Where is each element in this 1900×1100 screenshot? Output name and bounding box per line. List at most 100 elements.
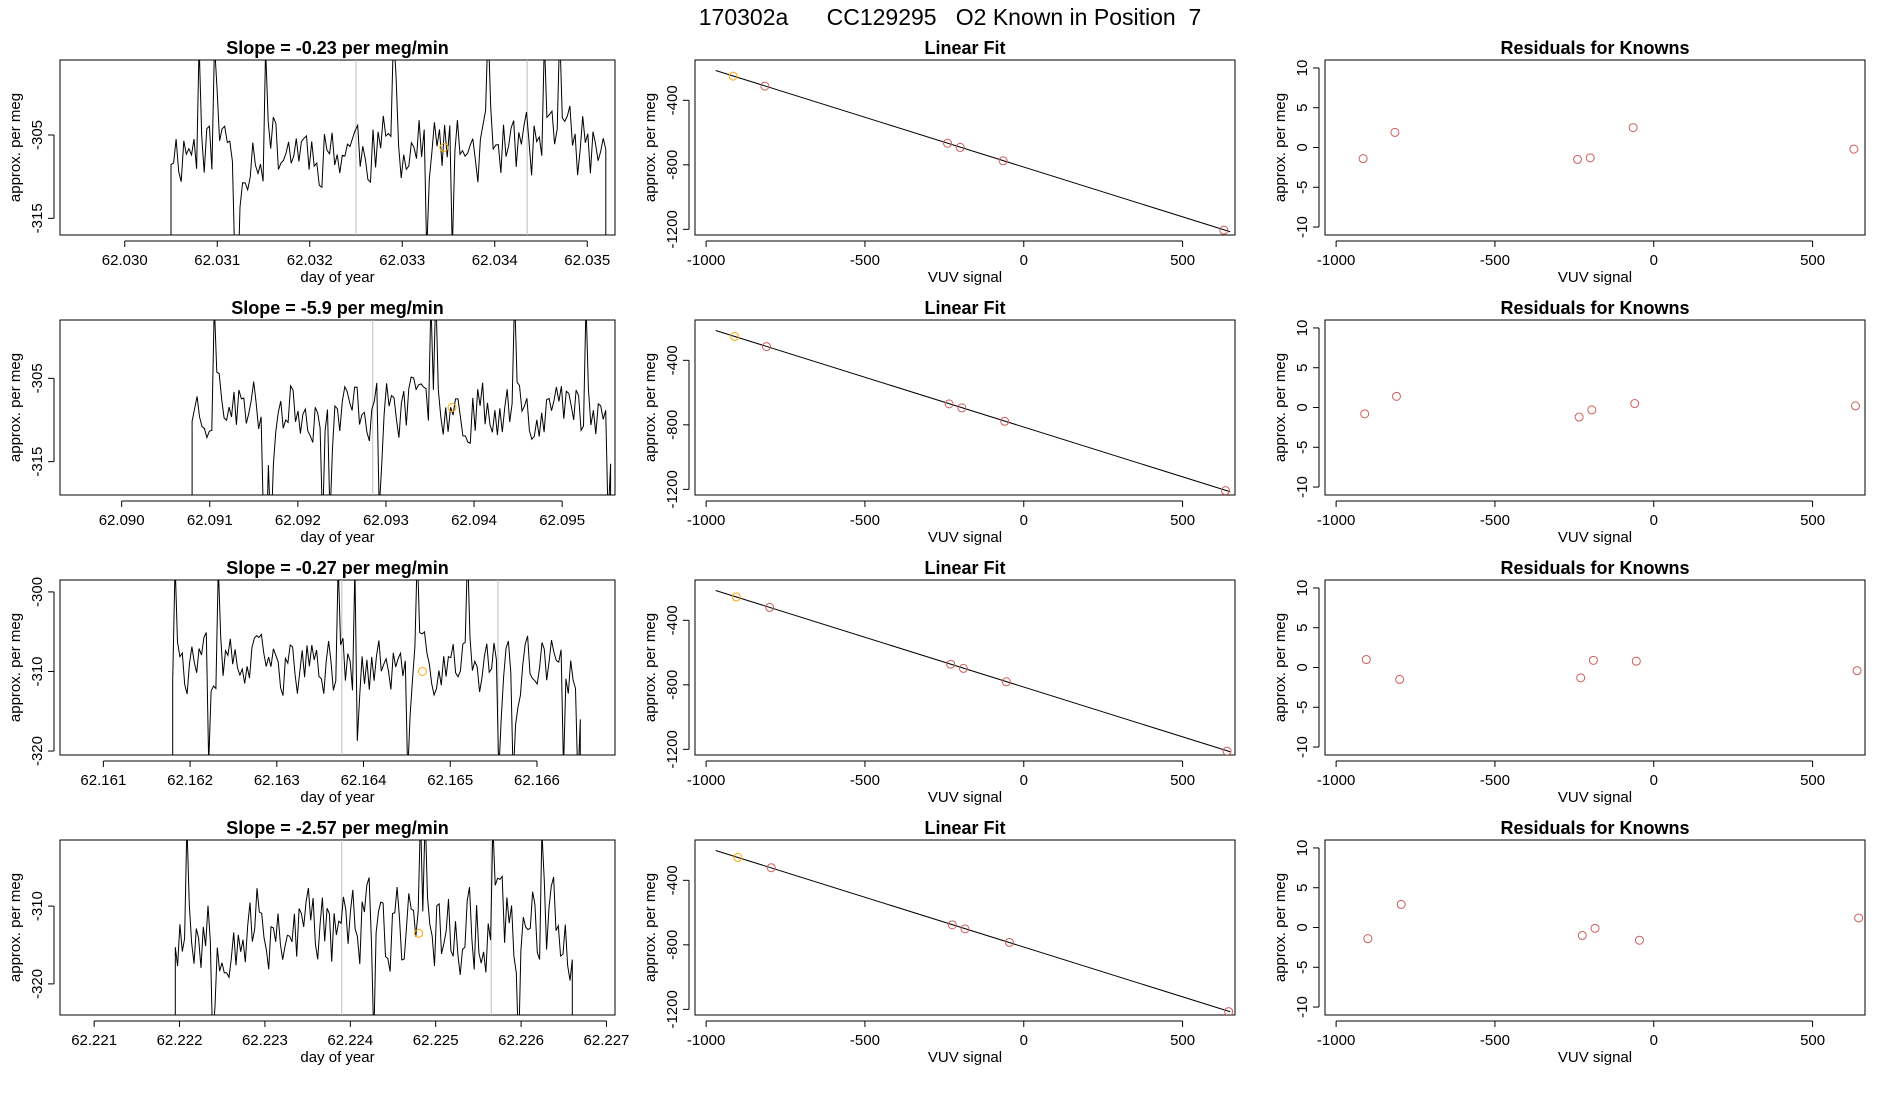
y-tick-label: -10 <box>1294 476 1311 498</box>
data-point <box>1001 677 1011 687</box>
plot-area <box>170 60 607 235</box>
x-tick-label: 500 <box>1170 772 1195 789</box>
panel-title: Linear Fit <box>924 818 1005 838</box>
series-line <box>172 580 581 755</box>
y-tick-label: 5 <box>1294 884 1311 892</box>
series-line <box>170 60 607 235</box>
x-axis-label: VUV signal <box>1558 529 1632 546</box>
x-tick-label: 62.162 <box>167 772 213 789</box>
panel-line-3: Slope = -2.57 per meg/min 62.221 62.222 62.… <box>7 818 630 1066</box>
y-tick-label: -10 <box>1294 996 1311 1018</box>
y-tick-label: 5 <box>1294 364 1311 372</box>
plot-area <box>174 840 573 1015</box>
y-axis-label: approx. per meg <box>642 613 659 722</box>
current-point-marker <box>447 403 457 412</box>
panel-title: Residuals for Knowns <box>1500 298 1689 318</box>
data-point <box>1360 409 1370 419</box>
data-point <box>1219 225 1229 235</box>
plot-area <box>715 330 1231 495</box>
panel-fit-3: Linear Fit -1000 -500 0 500 -400 -800 -1200 VUV … <box>642 818 1236 1066</box>
x-tick-label: 62.221 <box>71 1032 117 1049</box>
data-point <box>1391 391 1401 401</box>
y-tick-label: -315 <box>29 447 46 477</box>
x-tick-label: 62.223 <box>242 1032 288 1049</box>
y-axis-label: approx. per meg <box>642 93 659 202</box>
panel-title: Linear Fit <box>924 298 1005 318</box>
y-tick-label: 10 <box>1294 580 1311 597</box>
data-point <box>943 138 953 148</box>
x-tick-label: 0 <box>1020 252 1028 269</box>
panel-line-1: Slope = -5.9 per meg/min 62.090 62.091 62.0… <box>7 298 616 546</box>
x-tick-label: -1000 <box>687 1032 725 1049</box>
data-point <box>1590 923 1600 933</box>
x-tick-label: 500 <box>1170 512 1195 529</box>
panel-title: Linear Fit <box>924 558 1005 578</box>
panel-title: Residuals for Knowns <box>1500 558 1689 578</box>
x-tick-label: 62.226 <box>498 1032 544 1049</box>
plot-area <box>1358 123 1859 164</box>
x-tick-label: -500 <box>850 252 880 269</box>
data-point <box>955 142 965 152</box>
series-line <box>191 320 612 495</box>
x-tick-label: -500 <box>850 772 880 789</box>
y-tick-label: -315 <box>29 203 46 233</box>
x-tick-label: 62.031 <box>194 252 240 269</box>
x-tick-label: 500 <box>1170 252 1195 269</box>
y-axis-label: approx. per meg <box>7 613 24 722</box>
x-tick-label: 62.032 <box>287 252 333 269</box>
data-point <box>1577 930 1587 940</box>
data-point <box>761 342 771 352</box>
x-tick-label: 500 <box>1800 512 1825 529</box>
y-tick-label: -5 <box>1294 961 1311 974</box>
x-axis-label: day of year <box>300 529 374 546</box>
x-tick-label: 0 <box>1020 512 1028 529</box>
x-tick-label: 62.034 <box>472 252 518 269</box>
x-tick-label: 62.165 <box>427 772 473 789</box>
data-point <box>944 399 954 409</box>
x-axis-label: VUV signal <box>1558 269 1632 286</box>
x-tick-label: 0 <box>1650 772 1658 789</box>
x-axis-label: VUV signal <box>928 789 1002 806</box>
panel-resid-2: Residuals for Knowns -1000 -500 0 500 10 5 0 -5 -… <box>1272 558 1866 806</box>
plot-frame <box>1324 59 1866 236</box>
y-tick-label: 0 <box>1294 663 1311 671</box>
plot-frame <box>1324 839 1866 1016</box>
x-tick-label: 62.224 <box>327 1032 373 1049</box>
y-tick-label: -800 <box>664 410 681 440</box>
data-point <box>998 156 1008 166</box>
x-tick-label: -1000 <box>1317 772 1355 789</box>
data-point <box>1224 1007 1234 1015</box>
y-axis-label: approx. per meg <box>7 873 24 982</box>
y-tick-label: -320 <box>29 736 46 766</box>
y-tick-label: -800 <box>664 930 681 960</box>
x-axis-label: day of year <box>300 269 374 286</box>
y-tick-label: 10 <box>1294 320 1311 337</box>
fit-line <box>715 330 1231 493</box>
x-axis-label: day of year <box>300 789 374 806</box>
panel-title: Residuals for Knowns <box>1500 818 1689 838</box>
plot-area <box>172 580 581 755</box>
data-point <box>958 663 968 673</box>
panel-title: Slope = -0.23 per meg/min <box>226 38 449 58</box>
panel-resid-1: Residuals for Knowns -1000 -500 0 500 10 5 0 -5 -… <box>1272 298 1866 546</box>
x-tick-label: 62.095 <box>539 512 585 529</box>
y-tick-label: -320 <box>29 969 46 999</box>
data-point <box>1004 937 1014 947</box>
data-point <box>1222 746 1232 755</box>
x-axis-label: VUV signal <box>928 529 1002 546</box>
data-point <box>960 924 970 934</box>
y-tick-label: -400 <box>664 85 681 115</box>
y-tick-label: -10 <box>1294 736 1311 758</box>
x-tick-label: 0 <box>1650 1032 1658 1049</box>
x-tick-label: -500 <box>1480 1032 1510 1049</box>
plot-frame <box>694 839 1236 1016</box>
x-tick-label: 62.090 <box>99 512 145 529</box>
current-point-marker <box>439 143 449 152</box>
y-tick-label: -400 <box>664 865 681 895</box>
x-tick-label: 62.227 <box>584 1032 630 1049</box>
x-tick-label: 62.163 <box>254 772 300 789</box>
x-tick-label: -1000 <box>687 252 725 269</box>
y-tick-label: -305 <box>29 363 46 393</box>
y-axis-label: approx. per meg <box>1272 93 1289 202</box>
